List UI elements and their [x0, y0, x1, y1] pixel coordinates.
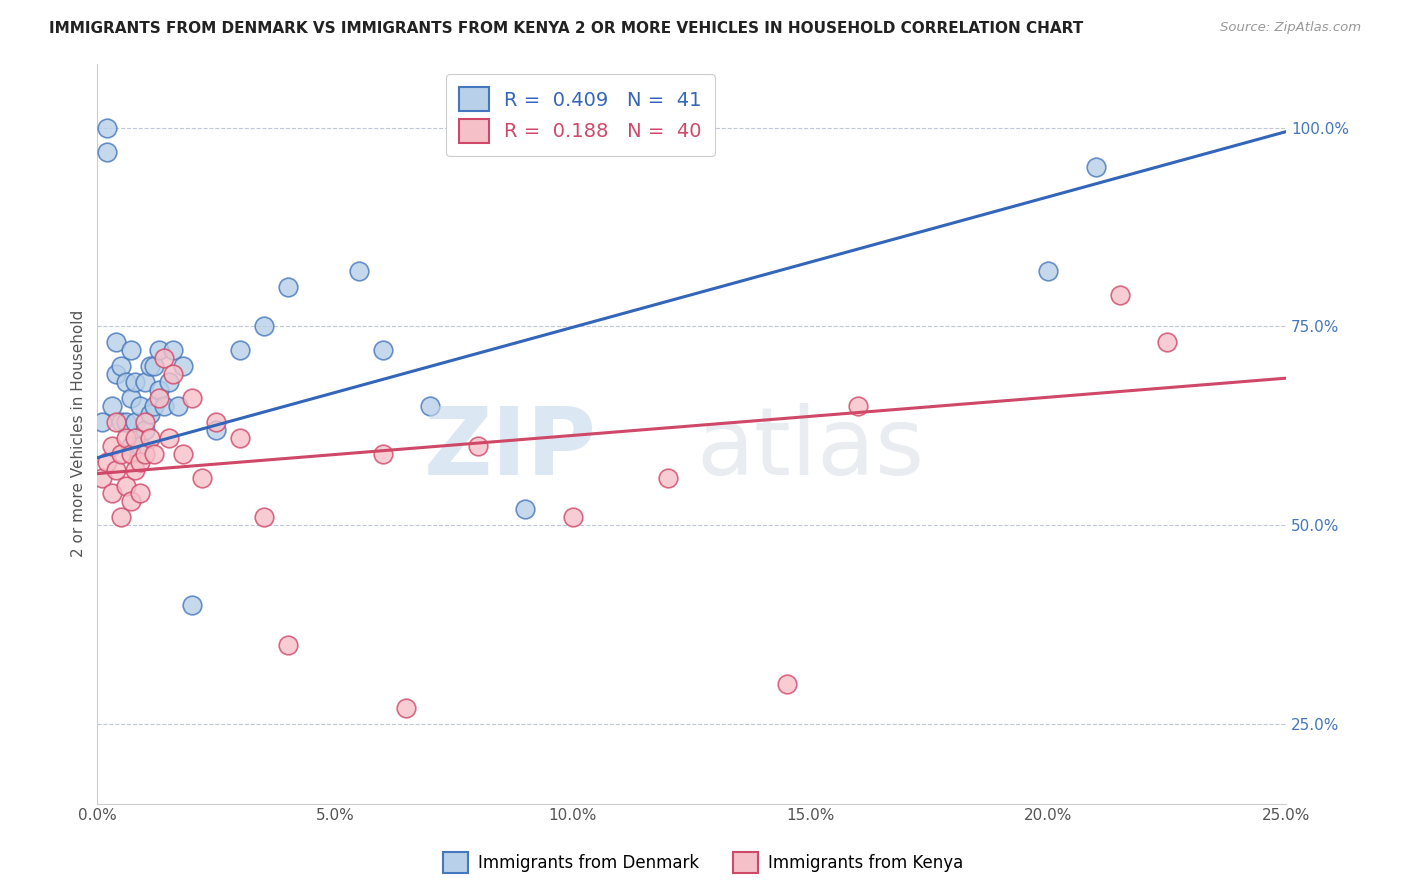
Point: [277, 279, 299, 293]
Point: [153, 351, 176, 366]
Point: [129, 486, 152, 500]
Point: [134, 415, 156, 429]
Point: [91, 470, 114, 484]
Text: ZIP: ZIP: [423, 402, 596, 495]
Point: [395, 701, 418, 715]
Point: [134, 423, 156, 437]
Point: [277, 638, 299, 652]
Text: Source: ZipAtlas.com: Source: ZipAtlas.com: [1220, 21, 1361, 34]
Point: [1038, 264, 1060, 278]
Point: [110, 510, 132, 524]
Point: [105, 462, 128, 476]
Point: [253, 510, 276, 524]
Point: [91, 415, 114, 429]
Point: [124, 462, 146, 476]
Point: [371, 343, 394, 358]
Point: [1084, 161, 1107, 175]
Text: atlas: atlas: [696, 402, 925, 495]
Point: [110, 359, 132, 374]
Point: [205, 415, 228, 429]
Point: [143, 359, 166, 374]
Point: [100, 486, 122, 500]
Point: [120, 447, 142, 461]
Point: [115, 478, 138, 492]
Point: [172, 359, 194, 374]
Point: [105, 368, 128, 382]
Point: [181, 598, 204, 612]
Point: [148, 383, 170, 397]
Point: [561, 510, 583, 524]
Point: [419, 399, 441, 413]
Point: [467, 439, 489, 453]
Point: [105, 335, 128, 350]
Point: [124, 375, 146, 389]
Point: [347, 264, 370, 278]
Point: [148, 343, 170, 358]
Point: [129, 439, 152, 453]
Point: [100, 439, 122, 453]
Point: [105, 415, 128, 429]
Point: [515, 502, 537, 516]
Point: [153, 399, 176, 413]
Point: [1156, 335, 1178, 350]
Point: [657, 470, 679, 484]
Point: [115, 415, 138, 429]
Point: [172, 447, 194, 461]
Point: [157, 431, 180, 445]
Point: [134, 375, 156, 389]
Point: [157, 375, 180, 389]
Point: [143, 447, 166, 461]
Point: [1108, 287, 1130, 301]
Point: [191, 470, 214, 484]
Point: [148, 391, 170, 405]
Legend: R =  0.409   N =  41, R =  0.188   N =  40: R = 0.409 N = 41, R = 0.188 N = 40: [446, 74, 716, 156]
Point: [129, 399, 152, 413]
Point: [205, 423, 228, 437]
Point: [110, 415, 132, 429]
Point: [846, 399, 869, 413]
Point: [124, 431, 146, 445]
Y-axis label: 2 or more Vehicles in Household: 2 or more Vehicles in Household: [72, 310, 86, 558]
Point: [110, 447, 132, 461]
Point: [371, 447, 394, 461]
Point: [143, 399, 166, 413]
Point: [96, 120, 118, 135]
Point: [124, 415, 146, 429]
Point: [120, 343, 142, 358]
Point: [115, 431, 138, 445]
Text: IMMIGRANTS FROM DENMARK VS IMMIGRANTS FROM KENYA 2 OR MORE VEHICLES IN HOUSEHOLD: IMMIGRANTS FROM DENMARK VS IMMIGRANTS FR…: [49, 21, 1084, 36]
Point: [229, 343, 252, 358]
Point: [129, 455, 152, 469]
Legend: Immigrants from Denmark, Immigrants from Kenya: Immigrants from Denmark, Immigrants from…: [436, 846, 970, 880]
Point: [115, 375, 138, 389]
Point: [120, 439, 142, 453]
Point: [138, 359, 160, 374]
Point: [776, 677, 799, 691]
Point: [120, 391, 142, 405]
Point: [138, 407, 160, 421]
Point: [120, 494, 142, 508]
Point: [162, 343, 184, 358]
Point: [167, 399, 190, 413]
Point: [134, 447, 156, 461]
Point: [96, 455, 118, 469]
Point: [181, 391, 204, 405]
Point: [100, 399, 122, 413]
Point: [229, 431, 252, 445]
Point: [96, 145, 118, 159]
Point: [162, 368, 184, 382]
Point: [138, 431, 160, 445]
Point: [253, 319, 276, 334]
